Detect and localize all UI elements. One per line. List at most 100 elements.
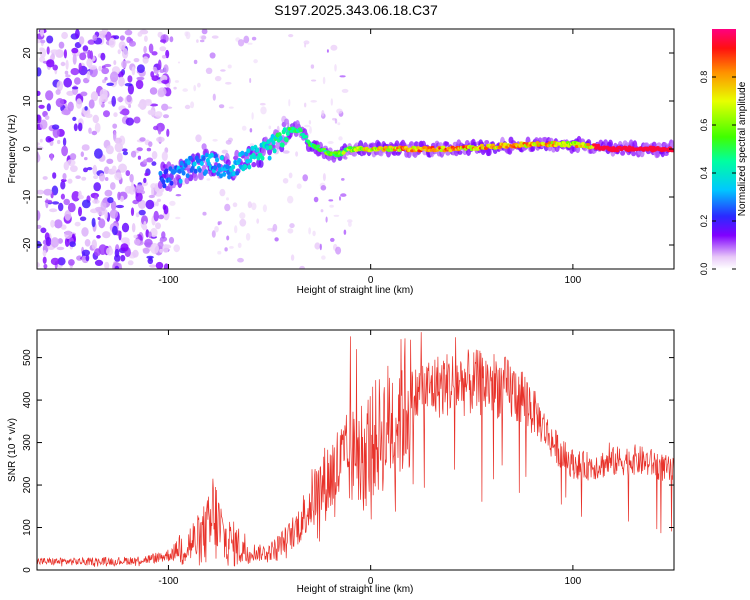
noise-blob bbox=[144, 172, 149, 177]
noise-blob bbox=[245, 233, 251, 241]
noise-blob bbox=[57, 257, 66, 266]
noise-blob bbox=[310, 64, 315, 69]
ridge-core bbox=[427, 146, 432, 150]
noise-blob bbox=[124, 29, 133, 36]
noise-blob bbox=[115, 204, 124, 209]
noise-blob bbox=[193, 84, 197, 92]
noise-blob bbox=[155, 201, 159, 207]
noise-blob bbox=[109, 209, 119, 219]
noise-blob bbox=[196, 39, 199, 43]
noise-blob bbox=[37, 90, 41, 96]
noise-blob bbox=[136, 76, 145, 81]
noise-blob bbox=[249, 128, 253, 133]
noise-blob bbox=[135, 192, 143, 202]
noise-blob bbox=[121, 48, 129, 59]
noise-blob bbox=[39, 138, 43, 143]
noise-blob bbox=[232, 202, 238, 208]
noise-blob bbox=[104, 209, 108, 220]
ridge-core bbox=[280, 142, 285, 148]
ridge-core bbox=[246, 148, 251, 154]
noise-blob bbox=[80, 91, 88, 97]
noise-blob bbox=[241, 125, 247, 131]
noise-blob bbox=[71, 86, 79, 90]
noise-blob bbox=[104, 63, 112, 68]
ridge-halo bbox=[352, 151, 357, 157]
noise-blob bbox=[226, 197, 229, 201]
noise-blob bbox=[136, 147, 143, 152]
noise-blob bbox=[85, 113, 93, 119]
noise-blob bbox=[149, 264, 157, 268]
noise-blob bbox=[262, 204, 267, 213]
snr-xtick-label: 100 bbox=[565, 576, 582, 587]
noise-blob bbox=[227, 64, 232, 69]
ridge-core bbox=[162, 183, 167, 189]
noise-blob bbox=[162, 204, 167, 211]
noise-blob bbox=[309, 126, 312, 134]
ridge-core bbox=[553, 144, 558, 148]
ridge-core bbox=[240, 150, 245, 156]
noise-blob bbox=[304, 43, 307, 48]
ridge-halo bbox=[639, 150, 645, 158]
ridge-core bbox=[574, 144, 579, 148]
noise-blob bbox=[330, 237, 335, 242]
noise-blob bbox=[319, 243, 322, 251]
ridge-core bbox=[181, 170, 186, 176]
noise-blob bbox=[37, 153, 41, 163]
noise-blob bbox=[337, 122, 341, 126]
snr-panel: -100 0 100 0 100 200 300 400 500 Height of strai… bbox=[7, 329, 675, 595]
noise-blob bbox=[46, 59, 55, 68]
noise-blob bbox=[135, 79, 144, 90]
noise-blob bbox=[90, 91, 99, 102]
noise-blob bbox=[58, 202, 64, 212]
noise-blob bbox=[92, 164, 98, 176]
ridge-core bbox=[272, 148, 277, 154]
noise-blob bbox=[120, 254, 126, 262]
noise-blob bbox=[75, 175, 81, 179]
noise-blob bbox=[144, 238, 153, 248]
noise-blob bbox=[39, 56, 46, 63]
noise-blob bbox=[127, 260, 134, 266]
noise-blob bbox=[260, 106, 267, 115]
noise-blob bbox=[45, 90, 54, 101]
noise-blob bbox=[329, 204, 334, 208]
noise-blob bbox=[50, 153, 54, 161]
snr-ytick-label: 400 bbox=[22, 391, 33, 408]
ridge-core bbox=[235, 170, 240, 176]
noise-blob bbox=[175, 194, 182, 197]
noise-blob bbox=[112, 225, 118, 236]
noise-blob bbox=[225, 81, 232, 85]
noise-blob bbox=[79, 216, 87, 222]
noise-blob bbox=[289, 223, 295, 229]
noise-blob bbox=[130, 207, 135, 216]
ridge-core bbox=[178, 178, 183, 184]
noise-blob bbox=[224, 203, 231, 212]
noise-blob bbox=[290, 254, 295, 261]
noise-blob bbox=[80, 151, 85, 157]
noise-blob bbox=[69, 241, 76, 248]
ridge-halo bbox=[234, 149, 240, 159]
noise-blob bbox=[157, 87, 167, 97]
noise-blob bbox=[77, 122, 83, 132]
noise-blob bbox=[341, 88, 349, 93]
noise-blob bbox=[55, 89, 61, 95]
noise-blob bbox=[71, 191, 81, 202]
noise-blob bbox=[54, 219, 63, 229]
noise-blob bbox=[98, 244, 108, 256]
noise-blob bbox=[130, 150, 137, 158]
noise-blob bbox=[150, 71, 155, 78]
snr-xtick-label: -100 bbox=[158, 576, 178, 587]
ridge-core bbox=[479, 143, 484, 147]
ridge-core bbox=[222, 171, 227, 177]
ridge-core bbox=[448, 149, 453, 153]
noise-blob bbox=[165, 49, 170, 59]
ridge-core bbox=[245, 158, 250, 164]
noise-blob bbox=[56, 246, 65, 251]
ridge-core bbox=[648, 145, 653, 149]
noise-blob bbox=[201, 143, 207, 151]
noise-blob bbox=[205, 67, 213, 75]
ridge-core bbox=[185, 173, 190, 179]
noise-blob bbox=[42, 256, 47, 264]
noise-blob bbox=[74, 221, 81, 227]
noise-blob bbox=[304, 102, 307, 108]
noise-blob bbox=[148, 231, 152, 239]
